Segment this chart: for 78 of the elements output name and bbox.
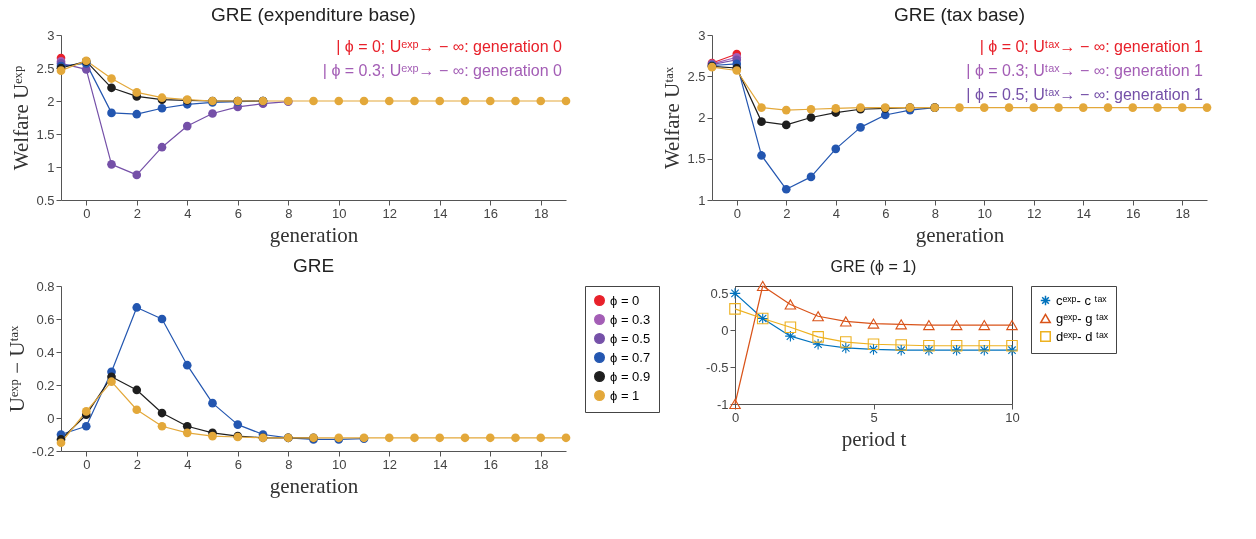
x-tick-label: 12 (382, 456, 397, 472)
chart-title: GRE (292, 255, 335, 276)
y-tick-label: 2 (698, 110, 706, 125)
x-tick-label: 4 (184, 456, 192, 472)
x-tick-label: 16 (483, 205, 498, 221)
x-tick-label: 6 (882, 205, 890, 221)
x-tick-label: 0 (733, 205, 741, 221)
x-axis-title: generation (269, 222, 359, 247)
x-axis-title: period t (841, 426, 907, 451)
y-tick-label: 3 (47, 27, 55, 43)
x-tick-label: 0 (83, 456, 91, 472)
legend-label: ϕ = 0.3 (610, 311, 651, 327)
y-tick-label: 1 (698, 192, 706, 208)
y-tick-label: 1.5 (36, 126, 55, 142)
x-tick-label: 5 (870, 409, 878, 425)
x-tick-label: 14 (433, 456, 448, 472)
x-tick-label: 16 (483, 456, 498, 472)
chart-title: GRE (tax base) (894, 4, 1025, 25)
x-tick-label: 8 (285, 456, 293, 472)
x-tick-label: 0 (731, 409, 740, 425)
x-tick-label: 2 (133, 205, 141, 221)
x-tick-label: 16 (1126, 205, 1141, 221)
annotation: | ϕ = 0.3; Uᵉˣᵖ→ − ∞: generation 0 (322, 62, 563, 79)
y-tick-label: 1.5 (687, 151, 706, 167)
y-axis-title: Welfare Uᵉˣᵖ (9, 65, 34, 171)
legend-label: gᵉˣᵖ- g ᵗᵃˣ (1056, 310, 1109, 326)
legend-label: dᵉˣᵖ- d ᵗᵃˣ (1056, 328, 1109, 344)
legend-label: ϕ = 0.5 (610, 330, 651, 346)
annotation: | ϕ = 0.5; Uᵗᵃˣ→ − ∞: generation 1 (966, 86, 1204, 103)
y-tick-label: -0.2 (32, 443, 55, 459)
x-tick-label: 14 (433, 205, 448, 221)
y-axis-title: Uᵉˣᵖ − Uᵗᵃˣ (5, 324, 30, 413)
y-tick-label: -1 (716, 396, 729, 412)
legend-label: ϕ = 0.7 (610, 349, 651, 365)
y-tick-label: 2.5 (36, 60, 55, 76)
x-tick-label: 10 (332, 205, 347, 221)
y-tick-label: 0.2 (36, 377, 55, 393)
y-tick-label: 0.4 (36, 344, 55, 360)
y-tick-label: 2.5 (687, 68, 706, 84)
x-tick-label: 12 (382, 205, 397, 221)
y-tick-label: 0.8 (36, 278, 55, 294)
x-tick-label: 12 (1027, 205, 1042, 221)
x-tick-label: 8 (285, 205, 293, 221)
y-tick-label: 0.6 (36, 311, 55, 327)
y-tick-label: 2 (47, 93, 55, 109)
x-tick-label: 0 (83, 205, 91, 221)
legend-label: ϕ = 0 (610, 292, 640, 308)
x-tick-label: 6 (234, 205, 242, 221)
y-tick-label: 0.5 (36, 192, 55, 208)
annotation: | ϕ = 0; Uᵉˣᵖ→ − ∞: generation 0 (336, 38, 563, 55)
x-axis-title: generation (915, 222, 1005, 247)
y-tick-label: 1 (47, 159, 55, 175)
x-tick-label: 4 (184, 205, 192, 221)
x-tick-label: 10 (332, 456, 347, 472)
x-tick-label: 14 (1076, 205, 1091, 221)
x-tick-label: 2 (783, 205, 791, 221)
y-tick-label: -0.5 (706, 359, 729, 375)
x-tick-label: 10 (1005, 409, 1020, 425)
x-tick-label: 18 (1175, 205, 1190, 221)
y-tick-label: 0.5 (710, 285, 729, 301)
legend-label: cᵉˣᵖ- c ᵗᵃˣ (1056, 292, 1108, 308)
x-tick-label: 10 (977, 205, 992, 221)
legend-label: ϕ = 1 (610, 387, 640, 403)
x-axis-title: generation (269, 473, 359, 498)
x-tick-label: 6 (234, 456, 242, 472)
y-axis-title: Welfare Uᵗᵃˣ (660, 65, 685, 170)
x-tick-label: 4 (832, 205, 840, 221)
chart-title: GRE (expenditure base) (211, 4, 416, 25)
y-tick-label: 3 (698, 27, 706, 43)
y-tick-label: 0 (721, 322, 729, 338)
annotation: | ϕ = 0; Uᵗᵃˣ→ − ∞: generation 1 (979, 38, 1204, 55)
annotation: | ϕ = 0.3; Uᵗᵃˣ→ − ∞: generation 1 (966, 62, 1204, 79)
x-tick-label: 18 (534, 456, 549, 472)
x-tick-label: 8 (931, 205, 939, 221)
x-tick-label: 2 (133, 456, 141, 472)
chart-title: GRE (ϕ = 1) (830, 258, 917, 276)
legend-label: ϕ = 0.9 (610, 368, 651, 384)
x-tick-label: 18 (534, 205, 549, 221)
